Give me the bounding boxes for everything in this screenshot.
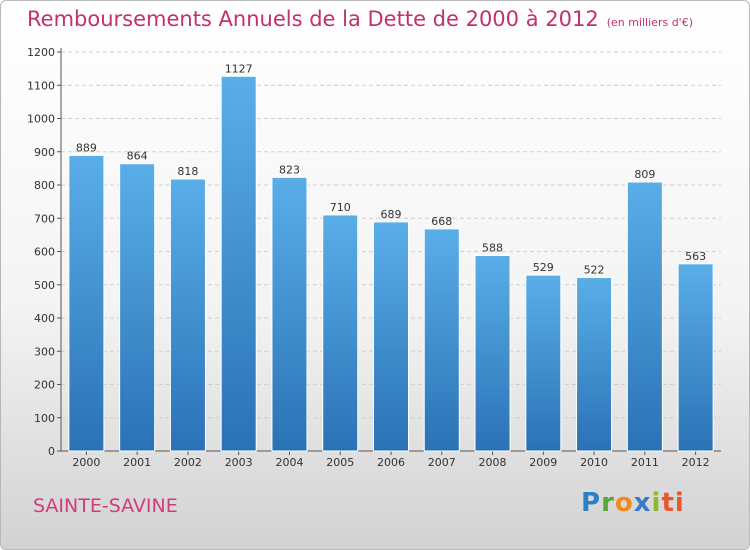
x-tick-label: 2003: [225, 456, 253, 469]
x-tick-label: 2001: [123, 456, 151, 469]
x-tick-label: 2008: [479, 456, 507, 469]
value-label: 563: [685, 250, 706, 263]
value-label: 1127: [225, 62, 253, 75]
proxiti-logo: Proxiti: [581, 488, 685, 518]
x-tick-label: 2005: [326, 456, 354, 469]
y-tick-label: 700: [34, 212, 55, 225]
y-tick-label: 400: [34, 312, 55, 325]
bar-2001: [119, 163, 156, 452]
value-label: 889: [76, 141, 97, 154]
x-tick-label: 2010: [580, 456, 608, 469]
value-label: 710: [330, 201, 351, 214]
y-tick-label: 1100: [27, 79, 55, 92]
x-tick-label: 2002: [174, 456, 202, 469]
y-tick-label: 900: [34, 146, 55, 159]
bar-2009: [525, 274, 562, 452]
bar-2002: [169, 178, 206, 452]
value-label: 529: [533, 261, 554, 274]
chart-title: Remboursements Annuels de la Dette de 20…: [27, 7, 693, 31]
x-tick-label: 2012: [682, 456, 710, 469]
value-label: 823: [279, 163, 300, 176]
y-tick-label: 500: [34, 279, 55, 292]
logo-letter: P: [581, 488, 602, 518]
bar-2000: [68, 154, 105, 452]
x-tick-label: 2007: [428, 456, 456, 469]
bars: [68, 75, 714, 452]
bar-2010: [576, 276, 613, 452]
value-labels: 889 864 818 1127 823 710 689 668 588 529 522 809 563: [76, 62, 706, 276]
bar-2007: [423, 228, 460, 452]
y-tick-label: 1000: [27, 113, 55, 126]
y-tick-label: 100: [34, 412, 55, 425]
y-tick-label: 200: [34, 379, 55, 392]
y-tick-label: 0: [48, 445, 55, 458]
value-label: 809: [634, 168, 655, 181]
x-tick-label: 2004: [275, 456, 303, 469]
chart-unit: (en milliers d'€): [606, 16, 693, 29]
bar-2008: [474, 254, 511, 452]
x-tick-label: 2006: [377, 456, 405, 469]
value-label: 522: [584, 263, 605, 276]
bar-2011: [626, 181, 663, 452]
value-label: 689: [381, 208, 402, 221]
value-label: 588: [482, 241, 503, 254]
x-tick-label: 2009: [529, 456, 557, 469]
logo-letter: i: [651, 488, 662, 518]
bar-2006: [372, 221, 410, 452]
x-tick-label: 2011: [631, 456, 659, 469]
chart-title-text: Remboursements Annuels de la Dette de 20…: [27, 7, 599, 31]
logo-letter: r: [601, 488, 615, 518]
bar-2005: [322, 214, 359, 452]
bar-2012: [677, 263, 714, 452]
value-label: 668: [431, 215, 452, 228]
y-tick-label: 1200: [27, 46, 55, 59]
y-tick-label: 600: [34, 246, 55, 259]
city-name: SAINTE-SAVINE: [33, 495, 178, 517]
axes: 0 100 200 300 400 500 600 700 800 900 1000 1100 1200…: [27, 46, 721, 469]
bar-2004: [271, 176, 308, 452]
logo-letter: ti: [661, 488, 685, 518]
logo-letter: x: [633, 488, 652, 518]
y-tick-label: 300: [34, 345, 55, 358]
value-label: 864: [127, 150, 148, 163]
x-tick-label: 2000: [72, 456, 100, 469]
logo-letter: o: [614, 488, 634, 518]
y-tick-label: 800: [34, 179, 55, 192]
bar-2003: [220, 75, 257, 452]
value-label: 818: [177, 165, 198, 178]
